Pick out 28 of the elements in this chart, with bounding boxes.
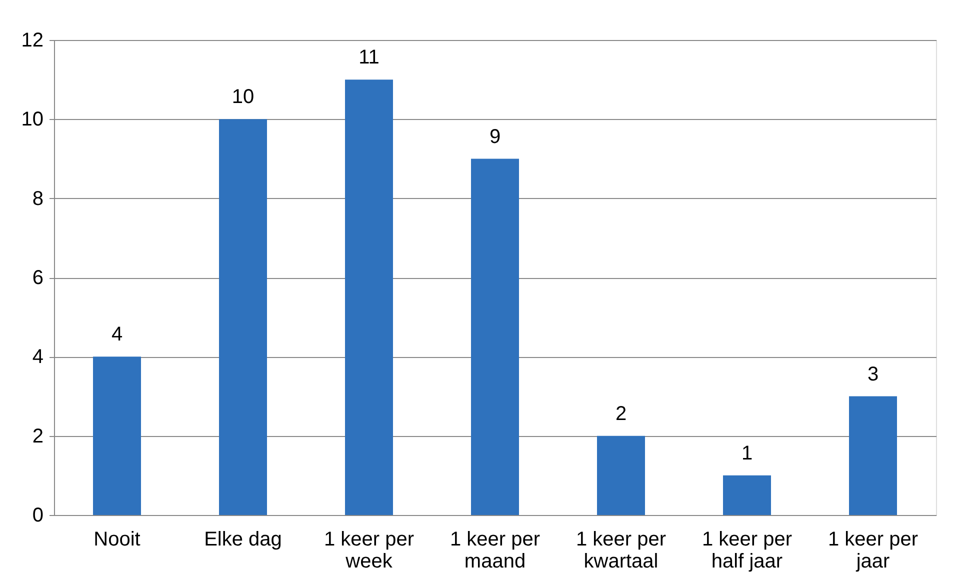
- bar: [723, 475, 771, 515]
- y-tick-label: 6: [32, 267, 44, 289]
- bar: [849, 396, 897, 515]
- data-label: 9: [489, 126, 501, 148]
- data-label: 2: [615, 402, 627, 425]
- bar: [345, 80, 393, 515]
- data-label: 1: [741, 442, 753, 464]
- y-tick-label: 8: [32, 188, 44, 210]
- data-label: 3: [867, 363, 879, 386]
- y-tick-label: 4: [32, 346, 44, 368]
- data-label: 11: [358, 46, 380, 69]
- data-label: 10: [232, 86, 254, 108]
- x-tick-label: 1 keer per week: [324, 528, 414, 572]
- x-tick-label: Nooit: [94, 528, 141, 550]
- y-tick-label: 0: [32, 504, 44, 526]
- x-tick-label: 1 keer per jaar: [828, 528, 918, 572]
- x-tick-label: 1 keer per maand: [450, 528, 540, 572]
- y-tick-label: 10: [21, 108, 44, 131]
- bar: [597, 436, 645, 515]
- y-tick-label: 12: [21, 30, 44, 52]
- bar: [471, 158, 519, 515]
- x-tick-label: 1 keer per half jaar: [702, 528, 792, 572]
- x-tick-label: Elke dag: [204, 528, 282, 550]
- x-tick-label: 1 keer per kwartaal: [576, 528, 666, 572]
- data-label: 4: [111, 324, 123, 346]
- bar: [93, 356, 141, 515]
- bar: [219, 119, 267, 515]
- y-tick-label: 2: [32, 425, 44, 448]
